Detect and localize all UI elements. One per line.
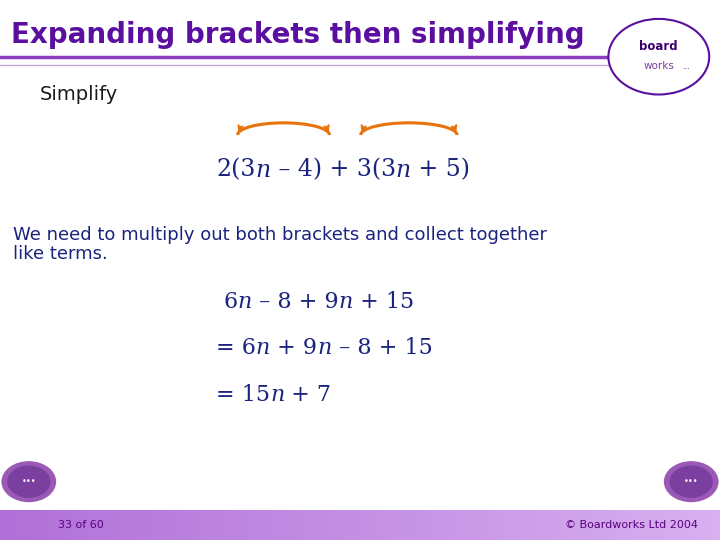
Circle shape xyxy=(608,19,709,94)
Text: 2(3: 2(3 xyxy=(216,159,256,181)
Text: – 8 + 15: – 8 + 15 xyxy=(332,338,433,359)
Text: n: n xyxy=(338,292,353,313)
Text: like terms.: like terms. xyxy=(13,245,108,263)
Text: Simplify: Simplify xyxy=(40,85,118,104)
Circle shape xyxy=(1,461,56,502)
Text: = 15: = 15 xyxy=(216,384,270,406)
Circle shape xyxy=(664,461,719,502)
Text: – 4) + 3(3: – 4) + 3(3 xyxy=(271,159,396,181)
Text: n: n xyxy=(396,159,411,181)
Text: 6: 6 xyxy=(223,292,238,313)
Text: + 9: + 9 xyxy=(270,338,318,359)
Text: n: n xyxy=(238,292,252,313)
Text: •••: ••• xyxy=(684,477,698,486)
Text: board: board xyxy=(639,40,678,53)
Text: + 7: + 7 xyxy=(284,384,331,406)
Text: Expanding brackets then simplifying: Expanding brackets then simplifying xyxy=(11,21,585,49)
Circle shape xyxy=(7,465,50,498)
Text: © Boardworks Ltd 2004: © Boardworks Ltd 2004 xyxy=(565,521,698,530)
Circle shape xyxy=(670,465,713,498)
Text: = 6: = 6 xyxy=(216,338,256,359)
Text: n: n xyxy=(256,159,271,181)
Text: n: n xyxy=(270,384,284,406)
Text: n: n xyxy=(318,338,332,359)
Text: ...: ... xyxy=(683,62,690,71)
Text: + 5): + 5) xyxy=(411,159,470,181)
Text: + 15: + 15 xyxy=(353,292,414,313)
Text: 33 of 60: 33 of 60 xyxy=(58,521,104,530)
Text: works: works xyxy=(644,62,674,71)
Text: n: n xyxy=(256,338,270,359)
Text: We need to multiply out both brackets and collect together: We need to multiply out both brackets an… xyxy=(13,226,547,244)
Text: – 8 + 9: – 8 + 9 xyxy=(252,292,338,313)
Text: •••: ••• xyxy=(22,477,36,486)
